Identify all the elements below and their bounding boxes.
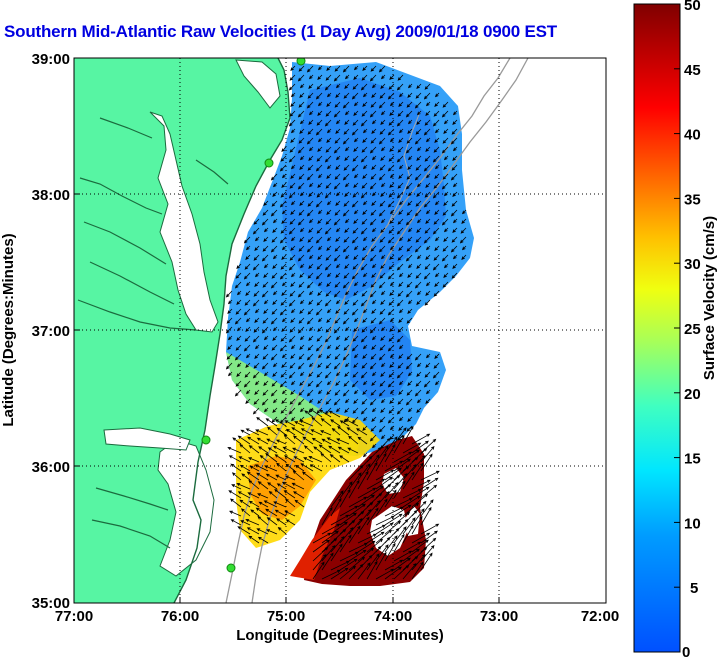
colorbar-tick-label: 30 [684, 256, 701, 273]
station-marker-mid [264, 158, 274, 168]
colorbar-tick-label: 25 [684, 321, 701, 338]
colorbar [633, 3, 681, 653]
y-tick-label: 38:00 [32, 187, 70, 204]
station-marker-hatteras [226, 563, 236, 573]
axis-ticks [73, 57, 607, 604]
x-tick-label: 76:00 [161, 608, 199, 625]
river-rappahannock [83, 221, 167, 265]
x-tick-label: 75:00 [267, 608, 305, 625]
y-tick-label: 35:00 [32, 595, 70, 612]
albemarle-sound [103, 427, 191, 451]
y-axis-label: Latitude (Degrees:Minutes) [0, 233, 17, 426]
river-chester [99, 117, 153, 139]
velocity-field-fast-edge [290, 508, 340, 580]
x-tick-label: 73:00 [480, 608, 518, 625]
x-tick-label: 74:00 [374, 608, 412, 625]
y-tick-label: 39:00 [32, 51, 70, 68]
isobath-mid [251, 58, 529, 603]
colorbar-tick-label: 35 [684, 191, 701, 208]
x-tick-label: 72:00 [581, 608, 619, 625]
pamlico-sound [157, 439, 215, 577]
delaware-bay [235, 59, 281, 109]
velocity-field-pocket [350, 320, 412, 400]
colorbar-ticks [674, 3, 680, 653]
river-nanticoke [195, 159, 229, 185]
colorbar-tick-label: 50 [684, 0, 701, 14]
velocity-arrow-glyphs [225, 65, 467, 580]
river-potomac [79, 177, 163, 215]
river-neuse [91, 519, 171, 549]
colorbar-tick-label: 5 [690, 580, 698, 597]
chesapeake-bay [149, 111, 219, 333]
river-tar [95, 487, 169, 511]
velocity-field-core [282, 78, 446, 300]
isobath-inner [387, 111, 421, 225]
map-title: Southern Mid-Atlantic Raw Velocities (1 … [4, 22, 557, 41]
colorbar-tick-label: 15 [684, 451, 701, 468]
velocity-arrows [225, 65, 467, 580]
coastline [173, 58, 291, 603]
y-tick-label: 37:00 [32, 323, 70, 340]
x-axis-label: Longitude (Degrees:Minutes) [236, 627, 444, 644]
colorbar-tick-label: 10 [684, 515, 701, 532]
y-tick-label: 36:00 [32, 459, 70, 476]
station-marker-south [201, 435, 211, 445]
title-overlap-mask [600, 0, 634, 52]
x-tick-label: 77:00 [55, 608, 93, 625]
river-york [89, 261, 175, 305]
colorbar-label: Surface Velocity (cm/s) [701, 216, 718, 380]
colorbar-tick-label: 20 [684, 386, 701, 403]
velocity-gap-3 [404, 506, 420, 536]
map-grid [74, 58, 606, 603]
colorbar-tick-label: 40 [684, 127, 701, 144]
velocity-field-moderate-3 [248, 456, 316, 520]
map-layers [74, 58, 606, 603]
river-james [77, 299, 197, 331]
station-marker-north [296, 58, 306, 66]
colorbar-tick-label: 0 [682, 644, 690, 659]
colorbar-tick-label: 45 [684, 62, 701, 79]
